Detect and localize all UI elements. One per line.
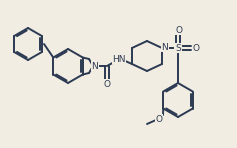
Text: N: N (162, 42, 168, 52)
Text: N: N (92, 62, 98, 70)
Text: O: O (104, 79, 110, 89)
Text: O: O (176, 25, 182, 34)
Text: O: O (192, 44, 200, 53)
Text: O: O (155, 115, 163, 123)
Text: HN: HN (112, 54, 126, 63)
Text: S: S (175, 44, 181, 53)
